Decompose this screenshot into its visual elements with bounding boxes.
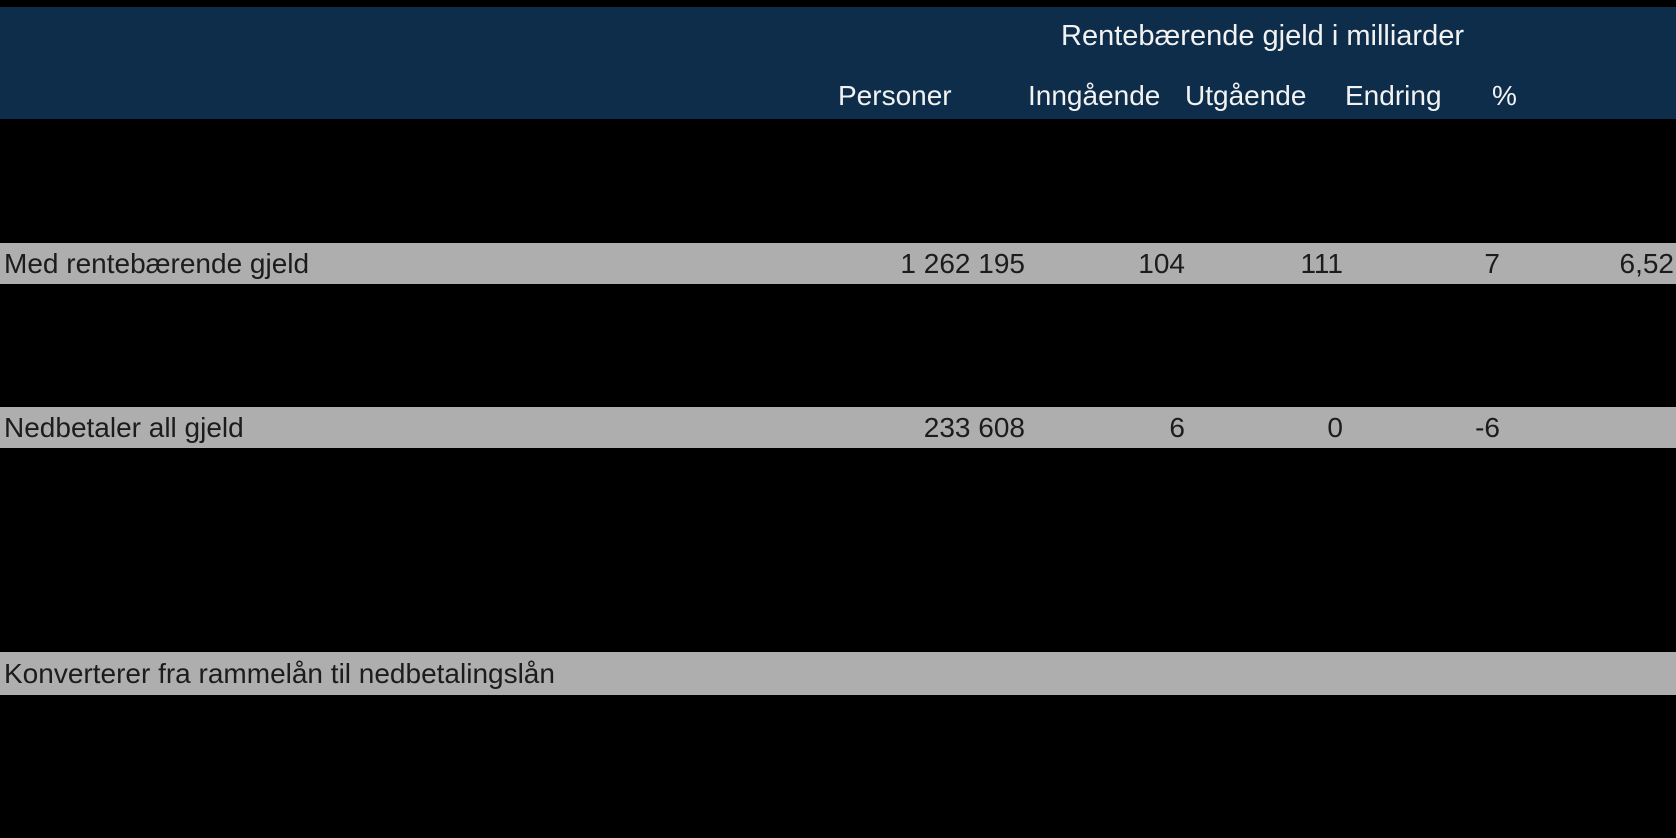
- column-header-endring: Endring: [1345, 80, 1442, 111]
- column-header-personer: Personer: [838, 80, 952, 111]
- cell-inngaende: 6: [1169, 412, 1185, 443]
- cell-endring: -6: [1475, 412, 1500, 443]
- cell-personer: 1 262 195: [900, 248, 1025, 279]
- cell-endring: 7: [1484, 248, 1500, 279]
- table-row-med-rentebaerende-gjeld: Med rentebærende gjeld 1 262 195 104 111…: [0, 243, 1676, 284]
- column-header-utgaende: Utgående: [1185, 80, 1307, 111]
- column-header-percent: %: [1492, 80, 1517, 111]
- cell-personer: 233 608: [923, 412, 1025, 443]
- cell-utgaende: 0: [1327, 412, 1343, 443]
- table-header-band: Rentebærende gjeld i milliarder Personer…: [0, 7, 1676, 119]
- column-header-inngaende: Inngående: [1028, 80, 1161, 111]
- cell-percent: 6,52: [1619, 248, 1675, 279]
- cell-inngaende: 104: [1138, 248, 1185, 279]
- row-label: Med rentebærende gjeld: [4, 248, 310, 279]
- row-label: Nedbetaler all gjeld: [4, 412, 244, 443]
- table-title: Rentebærende gjeld i milliarder: [1061, 20, 1464, 52]
- table-row-nedbetaler-all-gjeld: Nedbetaler all gjeld 233 608 6 0 -6: [0, 407, 1676, 448]
- table-row-konverterer: Konverterer fra rammelån til nedbetaling…: [0, 652, 1676, 695]
- cell-utgaende: 111: [1300, 248, 1343, 279]
- row-label: Konverterer fra rammelån til nedbetaling…: [4, 658, 555, 689]
